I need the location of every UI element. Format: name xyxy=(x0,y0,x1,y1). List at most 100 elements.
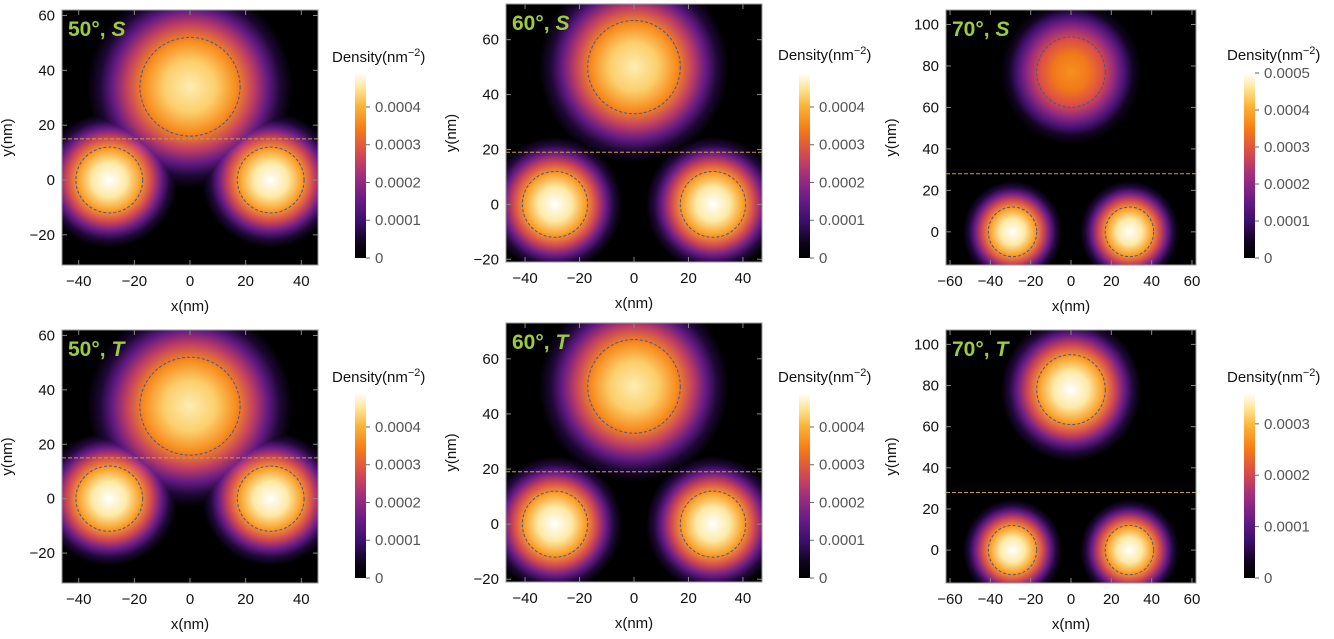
x-tick-label: −40 xyxy=(978,591,1003,608)
x-tick-label: −40 xyxy=(512,270,537,287)
y-tick-label: 60 xyxy=(482,32,499,49)
colorbar xyxy=(355,73,366,258)
x-tick-label: 40 xyxy=(735,270,752,287)
y-tick-label: 0 xyxy=(931,224,939,241)
colorbar xyxy=(1244,73,1255,258)
colorbar-title: Density(nm−2) xyxy=(1227,367,1320,386)
x-tick-label: −20 xyxy=(567,590,592,607)
colorbar xyxy=(1244,393,1255,578)
panel-2: −40 −20 0 20 40 −20 0 20 40 60 x(nm) y(nm) 60°, S 0 0.… xyxy=(443,3,871,312)
blob-outline xyxy=(236,146,305,214)
density-blob xyxy=(962,180,1063,265)
blob-outline xyxy=(1036,354,1106,426)
colorbar xyxy=(355,393,366,578)
y-tick-label: 80 xyxy=(922,378,939,395)
y-tick-label: 0 xyxy=(47,172,55,189)
y-tick-label: 20 xyxy=(38,117,55,134)
y-tick-label: 20 xyxy=(922,501,939,518)
y-tick-label: 40 xyxy=(38,382,55,399)
density-blob xyxy=(202,431,318,566)
blob-outline xyxy=(587,19,681,115)
y-axis-label: y(nm) xyxy=(0,437,16,475)
x-axis-label: x(nm) xyxy=(615,615,653,632)
colorbar-tick-label: 0.0004 xyxy=(375,419,421,436)
colorbar-title: Density(nm−2) xyxy=(778,45,871,64)
x-tick-label: −20 xyxy=(1018,273,1043,290)
density-blob xyxy=(1000,10,1142,145)
y-tick-label: 80 xyxy=(922,58,939,75)
density-blob xyxy=(62,112,178,248)
density-blob xyxy=(1079,180,1180,265)
y-tick-label: −20 xyxy=(30,545,55,562)
x-tick-label: 40 xyxy=(735,590,752,607)
x-tick-label: 20 xyxy=(1103,273,1120,290)
y-axis-label: y(nm) xyxy=(883,118,900,156)
x-tick-label: −20 xyxy=(567,270,592,287)
colorbar-tick-label: 0.0002 xyxy=(819,494,865,511)
x-tick-label: −40 xyxy=(66,273,91,290)
y-tick-label: 40 xyxy=(482,406,499,423)
blob-outline xyxy=(139,356,241,456)
blob-outline xyxy=(521,170,589,238)
x-tick-label: 40 xyxy=(293,591,310,608)
x-tick-label: −20 xyxy=(1018,591,1043,608)
y-axis-label: y(nm) xyxy=(443,114,460,152)
colorbar-tick-label: 0.0003 xyxy=(819,457,865,474)
colorbar-title: Density(nm−2) xyxy=(332,367,425,386)
y-tick-label: 60 xyxy=(922,99,939,116)
blob-outline xyxy=(987,524,1038,576)
x-tick-label: 40 xyxy=(293,273,310,290)
y-tick-label: −20 xyxy=(474,251,499,268)
x-tick-label: −20 xyxy=(122,273,147,290)
colorbar-tick-label: 0.0003 xyxy=(375,137,421,154)
colorbar-tick-label: 0.0001 xyxy=(1264,213,1310,230)
colorbar-tick-label: 0.0001 xyxy=(375,532,421,549)
colorbar-tick-label: 0.0004 xyxy=(819,99,865,116)
x-tick-label: 20 xyxy=(237,273,254,290)
x-tick-label: −20 xyxy=(122,591,147,608)
colorbar-tick-label: 0 xyxy=(375,570,383,587)
blob-outline xyxy=(236,465,305,532)
density-blob xyxy=(62,431,178,566)
y-tick-label: 0 xyxy=(491,196,499,213)
panel-title: 60°, S xyxy=(512,12,569,35)
x-tick-label: 0 xyxy=(1067,591,1075,608)
colorbar-tick-label: 0.0002 xyxy=(1264,467,1310,484)
panel-5: −40 −20 0 20 40 −20 0 20 40 60 x(nm) y(nm) 60°, T 0 0.… xyxy=(443,322,871,632)
colorbar-tick-label: 0.0003 xyxy=(375,457,421,474)
colorbar-tick-label: 0.0002 xyxy=(819,174,865,191)
panel-1: −40 −20 0 20 40 −20 0 20 40 60 x(nm) y(nm) 50°, S 0 0.… xyxy=(0,7,425,315)
x-tick-label: 60 xyxy=(1184,591,1201,608)
blob-outline xyxy=(75,146,144,214)
density-blob xyxy=(962,499,1063,583)
x-tick-label: 20 xyxy=(680,270,697,287)
panel-title: 60°, T xyxy=(512,331,570,354)
x-tick-label: −40 xyxy=(512,590,537,607)
x-axis-label: x(nm) xyxy=(171,298,209,315)
x-tick-label: 20 xyxy=(680,590,697,607)
x-tick-label: 0 xyxy=(186,273,194,290)
panel-4: −40 −20 0 20 40 −20 0 20 40 60 x(nm) y(nm) 50°, T 0 0.… xyxy=(0,327,425,633)
y-tick-label: 0 xyxy=(491,516,499,533)
y-tick-label: 0 xyxy=(931,542,939,559)
y-axis-label: y(nm) xyxy=(443,433,460,471)
x-tick-label: 20 xyxy=(1103,591,1120,608)
colorbar-tick-label: 0.0002 xyxy=(375,174,421,191)
blob-outline xyxy=(1036,36,1106,108)
y-tick-label: 100 xyxy=(914,336,939,353)
x-tick-label: −60 xyxy=(937,273,962,290)
colorbar-tick-label: 0 xyxy=(819,250,827,267)
panel-title: 70°, S xyxy=(952,18,1009,41)
colorbar-tick-label: 0.0003 xyxy=(1264,139,1310,156)
colorbar-tick-label: 0.0003 xyxy=(819,137,865,154)
colorbar xyxy=(799,73,810,258)
colorbar-tick-label: 0.0005 xyxy=(1264,65,1310,82)
density-blob xyxy=(1079,499,1180,583)
blob-outline xyxy=(1104,524,1155,576)
y-tick-label: 20 xyxy=(922,182,939,199)
panel-3: −60 −40 −20 0 20 40 60 0 20 40 60 80 100 x(nm) y(nm) 70… xyxy=(883,9,1320,315)
y-tick-label: 60 xyxy=(38,327,55,344)
x-axis-label: x(nm) xyxy=(1052,616,1090,633)
x-axis-label: x(nm) xyxy=(1052,298,1090,315)
y-tick-label: 0 xyxy=(47,491,55,508)
